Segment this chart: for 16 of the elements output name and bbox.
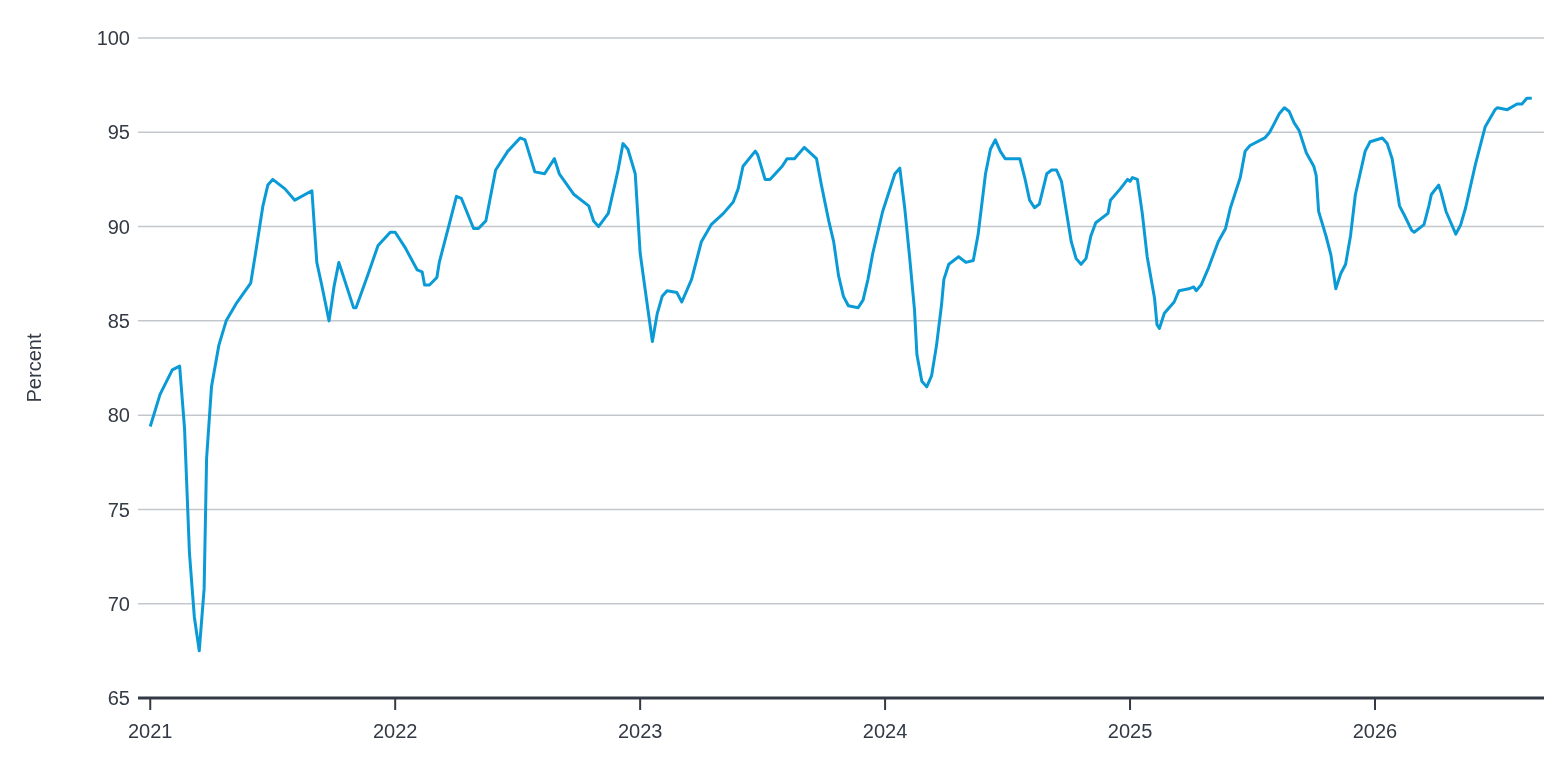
x-tick-label: 2021 <box>128 720 173 743</box>
y-tick-label: 80 <box>107 404 130 427</box>
y-tick-label: 85 <box>107 309 130 332</box>
y-tick-label: 70 <box>107 592 130 615</box>
y-tick-label: 75 <box>107 498 130 521</box>
y-tick-label: 90 <box>107 215 130 238</box>
y-tick-label: 95 <box>107 121 130 144</box>
y-tick-label: 100 <box>96 27 130 50</box>
x-tick-label: 2026 <box>1352 720 1398 743</box>
y-tick-label: 65 <box>107 687 130 710</box>
x-tick-label: 2025 <box>1107 720 1153 743</box>
x-tick-label: 2023 <box>617 720 663 743</box>
line-series <box>148 96 1534 653</box>
y-axis-title: Percent <box>23 333 46 403</box>
x-tick-label: 2022 <box>372 720 418 743</box>
x-tick-label: 2024 <box>862 720 908 743</box>
